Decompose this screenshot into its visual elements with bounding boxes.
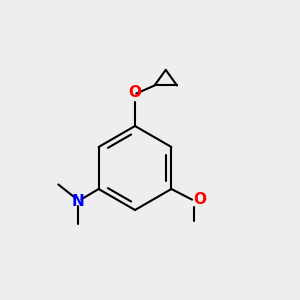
Text: O: O — [193, 192, 206, 207]
Text: N: N — [71, 194, 84, 208]
Text: O: O — [128, 85, 142, 100]
